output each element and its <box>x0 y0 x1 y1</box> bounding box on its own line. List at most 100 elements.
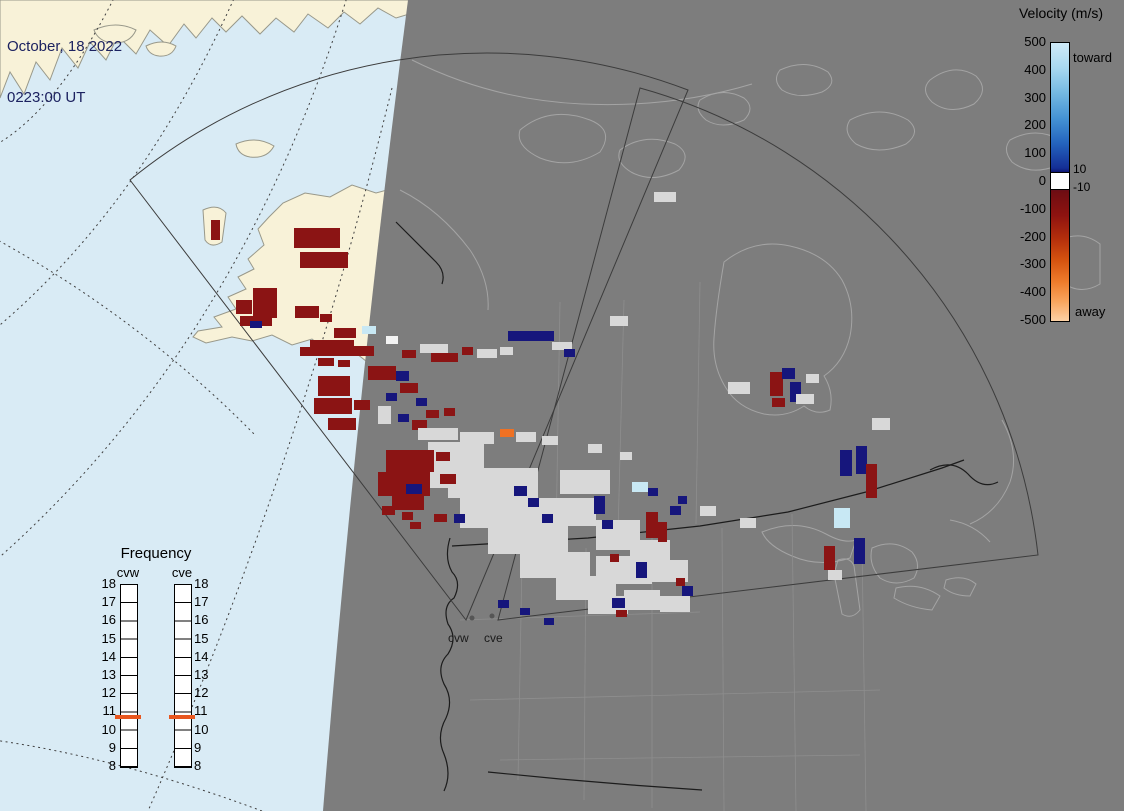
radar-site-cve-marker <box>489 613 495 619</box>
frequency-tick-label: 9 <box>108 739 116 755</box>
border-line <box>499 754 861 761</box>
velocity-data-point <box>652 560 688 582</box>
velocity-data-point <box>412 420 427 430</box>
velocity-data-point <box>338 360 350 367</box>
frequency-tick-label: 16 <box>194 612 209 628</box>
velocity-data-point <box>834 508 850 528</box>
velocity-data-point <box>782 368 795 379</box>
velocity-data-point <box>854 538 865 564</box>
velocity-data-point <box>488 526 568 554</box>
arctic-island <box>697 92 751 126</box>
frequency-bar-cve <box>174 584 192 768</box>
velocity-legend-title: Velocity (m/s) <box>1018 5 1103 21</box>
date-label: October, 18 2022 <box>7 38 123 55</box>
velocity-points-group <box>211 192 890 625</box>
toward-label: toward <box>1073 50 1113 65</box>
radar-fov-cvw <box>129 52 689 621</box>
velocity-data-point <box>542 436 558 445</box>
radar-fov-cve <box>497 87 1039 621</box>
velocity-data-point <box>520 608 530 615</box>
arctic-island <box>846 111 915 151</box>
velocity-data-point <box>728 382 750 394</box>
velocity-data-point <box>508 331 554 341</box>
lake-ontario <box>943 577 977 597</box>
frequency-tick-label: 12 <box>194 685 209 701</box>
velocity-data-point <box>670 506 681 515</box>
velocity-data-point <box>588 444 602 453</box>
velocity-data-point <box>790 382 801 402</box>
velocity-data-point <box>354 346 374 356</box>
st-lawrence-island <box>235 139 275 158</box>
velocity-data-point <box>440 474 456 484</box>
velocity-data-point <box>236 300 252 314</box>
velocity-tick-label: -300 <box>1019 256 1046 272</box>
velocity-tick-label: -400 <box>1019 284 1046 300</box>
velocity-data-point <box>772 398 785 407</box>
pacific-coastline <box>439 537 459 792</box>
velocity-data-point <box>460 498 540 528</box>
velocity-tick-labels: 500 400 300 200 100 0 -100 -200 -300 -400 -500 <box>992 0 1046 350</box>
map-label-cvw: cvw <box>448 631 469 645</box>
alaska-panhandle-coast <box>395 221 444 285</box>
velocity-data-point <box>544 618 554 625</box>
velocity-data-point <box>362 326 376 334</box>
velocity-data-point <box>542 514 553 523</box>
velocity-data-point <box>560 470 610 494</box>
away-label: away <box>1075 304 1106 319</box>
velocity-data-point <box>320 314 332 322</box>
velocity-data-point <box>434 514 447 522</box>
velocity-data-point <box>676 578 685 586</box>
velocity-data-point <box>300 252 348 268</box>
arctic-island <box>618 138 686 178</box>
map-label-cve: cve <box>484 631 503 645</box>
velocity-data-point <box>632 482 648 492</box>
velocity-data-point <box>594 496 605 514</box>
frequency-tick-label: 18 <box>194 576 209 591</box>
frequency-tick-label: 16 <box>101 612 116 628</box>
atlantic-coastline <box>969 419 1015 525</box>
velocity-data-point <box>386 336 398 344</box>
velocity-data-point <box>253 288 277 318</box>
frequency-tick-label: 17 <box>101 594 116 610</box>
frequency-tick-label: 18 <box>101 576 116 591</box>
velocity-data-point <box>500 347 513 355</box>
border-line <box>791 513 797 811</box>
velocity-data-point <box>610 316 628 326</box>
velocity-data-point <box>314 398 352 414</box>
arctic-island <box>518 113 607 164</box>
frequency-tick-label: 9 <box>194 739 202 755</box>
velocity-data-point <box>682 586 693 596</box>
velocity-data-point <box>386 450 434 472</box>
velocity-data-point <box>646 512 658 538</box>
velocity-data-point <box>295 306 319 318</box>
velocity-data-point <box>602 520 613 529</box>
velocity-data-point <box>824 546 835 570</box>
velocity-data-point <box>420 344 448 353</box>
arctic-coastline <box>411 59 753 106</box>
velocity-data-point <box>806 374 819 383</box>
radar-site-cvw-marker <box>469 615 475 621</box>
velocity-data-point <box>528 498 539 507</box>
velocity-data-point <box>416 398 427 406</box>
velocity-data-point <box>402 512 413 520</box>
velocity-data-point <box>552 342 572 350</box>
frequency-tick-label: 15 <box>101 630 116 646</box>
velocity-data-point <box>386 393 397 401</box>
velocity-data-point <box>564 349 575 357</box>
frequency-tick-label: 15 <box>194 630 209 646</box>
velocity-data-point <box>654 192 676 202</box>
velocity-data-point <box>678 496 687 504</box>
frequency-bar-cvw <box>120 584 138 768</box>
velocity-colorbar-zero-gap <box>1051 172 1069 190</box>
velocity-data-point <box>770 372 783 396</box>
velocity-data-point <box>396 371 409 381</box>
velocity-data-point <box>300 347 314 356</box>
graticule-arc <box>147 87 393 811</box>
lake-erie <box>893 585 941 611</box>
frequency-tick-label: 13 <box>101 667 116 682</box>
velocity-data-point <box>211 220 220 240</box>
velocity-data-point <box>436 452 450 461</box>
velocity-data-point <box>624 590 660 610</box>
